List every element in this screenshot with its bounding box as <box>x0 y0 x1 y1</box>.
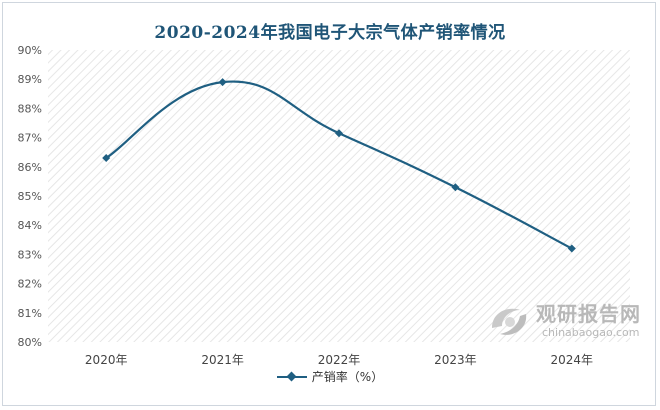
data-point-marker <box>218 78 227 87</box>
data-point-marker <box>102 154 111 163</box>
y-tick-label: 82% <box>18 278 42 291</box>
y-tick-label: 80% <box>18 336 42 349</box>
x-tick-label: 2021年 <box>201 353 244 367</box>
data-point-marker <box>567 244 576 253</box>
watermark: 观研报告网 chinabaogao.com <box>486 296 646 346</box>
watermark-url: chinabaogao.com <box>542 326 640 339</box>
x-tick-label: 2024年 <box>551 353 594 367</box>
x-tick-label: 2020年 <box>85 353 128 367</box>
x-tick-label: 2022年 <box>318 353 361 367</box>
y-tick-label: 90% <box>18 44 42 57</box>
brand-logo-icon <box>492 308 527 335</box>
legend-swatch <box>276 371 307 382</box>
legend: 产销率（%） <box>0 368 660 385</box>
y-tick-label: 81% <box>18 307 42 320</box>
y-tick-label: 87% <box>18 132 42 145</box>
data-point-marker <box>335 129 343 138</box>
watermark-brand: 观研报告网 <box>536 302 641 326</box>
y-tick-label: 86% <box>18 161 42 174</box>
y-tick-label: 85% <box>18 190 42 203</box>
y-tick-label: 88% <box>18 102 42 115</box>
x-tick-label: 2023年 <box>434 353 477 367</box>
legend-label: 产销率（%） <box>311 370 384 384</box>
data-point-marker <box>451 183 460 192</box>
chart-title: 2020-2024年我国电子大宗气体产销率情况 <box>154 23 506 43</box>
plot-area <box>48 50 630 342</box>
y-tick-label: 84% <box>18 219 42 232</box>
y-tick-label: 83% <box>18 248 42 261</box>
y-tick-label: 89% <box>18 73 42 86</box>
